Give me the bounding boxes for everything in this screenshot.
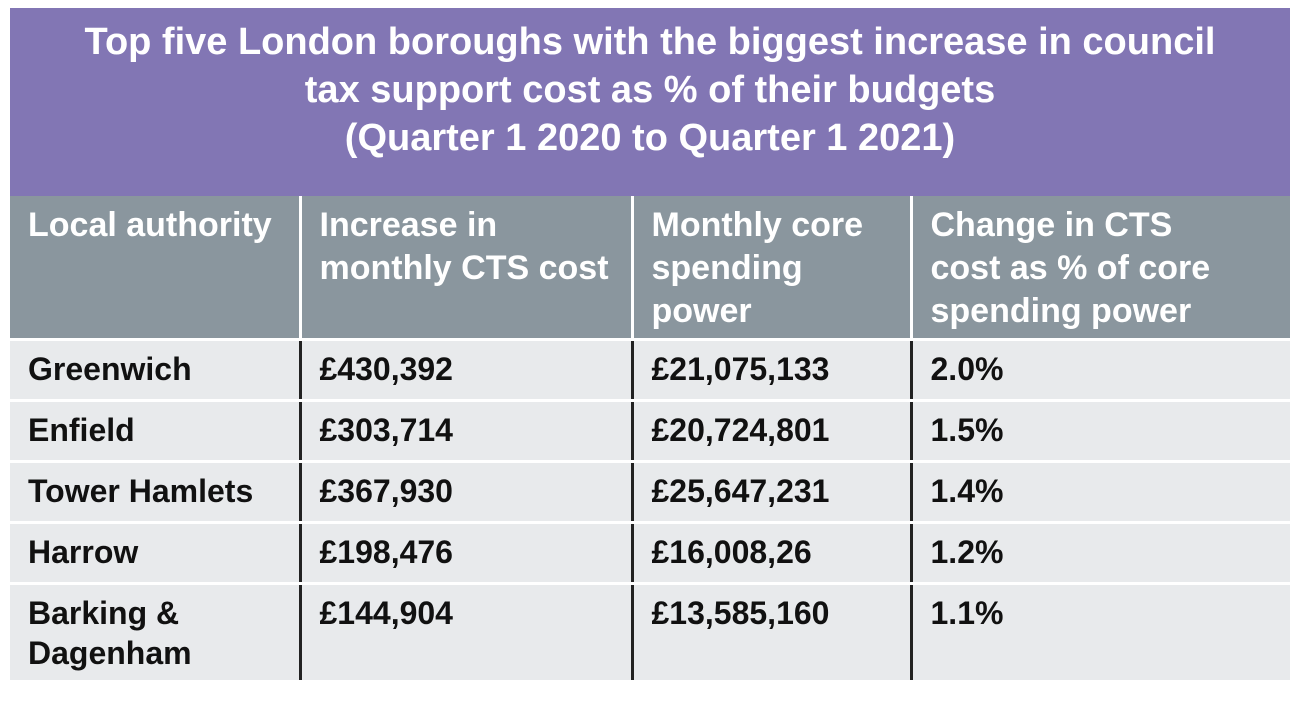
header-row: Local authority Increase in monthly CTS … [10, 196, 1290, 339]
table-row: Harrow £198,476 £16,008,26 1.2% [10, 522, 1290, 585]
header-local-authority: Local authority [10, 196, 302, 339]
cell-line: Dagenham [28, 634, 192, 671]
data-table: Local authority Increase in monthly CTS … [10, 196, 1290, 683]
cell-increase: £303,714 [300, 400, 634, 463]
table-infographic: Top five London boroughs with the bigges… [10, 8, 1290, 697]
table-row: Greenwich £430,392 £21,075,133 2.0% [10, 337, 1290, 402]
header-line: Change in CTS [930, 206, 1173, 244]
cell-increase: £198,476 [300, 522, 634, 585]
cell-change: 1.4% [911, 461, 1290, 524]
cell-spending: £13,585,160 [632, 583, 913, 683]
header-line: monthly CTS cost [319, 249, 609, 287]
cell-line: Harrow [28, 533, 139, 570]
cell-line: Greenwich [28, 350, 192, 387]
title-line: Top five London boroughs with the bigges… [84, 21, 1216, 63]
cell-authority: Enfield [10, 400, 302, 463]
cell-line: Barking & [28, 594, 180, 631]
cell-change: 1.1% [911, 583, 1290, 683]
cell-line: Enfield [28, 411, 135, 448]
cell-authority: Tower Hamlets [10, 461, 302, 524]
cell-change: 1.5% [911, 400, 1290, 463]
title-line: tax support cost as % of their budgets [304, 69, 996, 111]
cell-spending: £20,724,801 [632, 400, 913, 463]
cell-authority: Greenwich [10, 337, 302, 402]
chart-title: Top five London boroughs with the bigges… [10, 8, 1290, 196]
header-change: Change in CTS cost as % of core spending… [911, 196, 1290, 339]
header-spending-power: Monthly core spending power [632, 196, 913, 339]
cell-increase: £144,904 [300, 583, 634, 683]
cell-line: Tower Hamlets [28, 472, 254, 509]
cell-increase: £367,930 [300, 461, 634, 524]
table-row: Tower Hamlets £367,930 £25,647,231 1.4% [10, 461, 1290, 524]
table-row: Barking & Dagenham £144,904 £13,585,160 … [10, 583, 1290, 683]
header-line: Monthly core [651, 206, 864, 244]
cell-spending: £25,647,231 [632, 461, 913, 524]
cell-change: 2.0% [911, 337, 1290, 402]
cell-authority: Harrow [10, 522, 302, 585]
header-line: spending power [930, 292, 1192, 330]
table-row: Enfield £303,714 £20,724,801 1.5% [10, 400, 1290, 463]
cell-increase: £430,392 [300, 337, 634, 402]
cell-spending: £16,008,26 [632, 522, 913, 585]
header-increase: Increase in monthly CTS cost [300, 196, 634, 339]
header-line: cost as % of core [930, 249, 1211, 287]
title-line: (Quarter 1 2020 to Quarter 1 2021) [344, 117, 956, 159]
header-line: spending [651, 249, 803, 287]
cell-change: 1.2% [911, 522, 1290, 585]
cell-authority: Barking & Dagenham [10, 583, 302, 683]
cell-spending: £21,075,133 [632, 337, 913, 402]
header-line: Local authority [28, 206, 272, 244]
header-line: power [651, 292, 752, 330]
header-line: Increase in [319, 206, 498, 244]
